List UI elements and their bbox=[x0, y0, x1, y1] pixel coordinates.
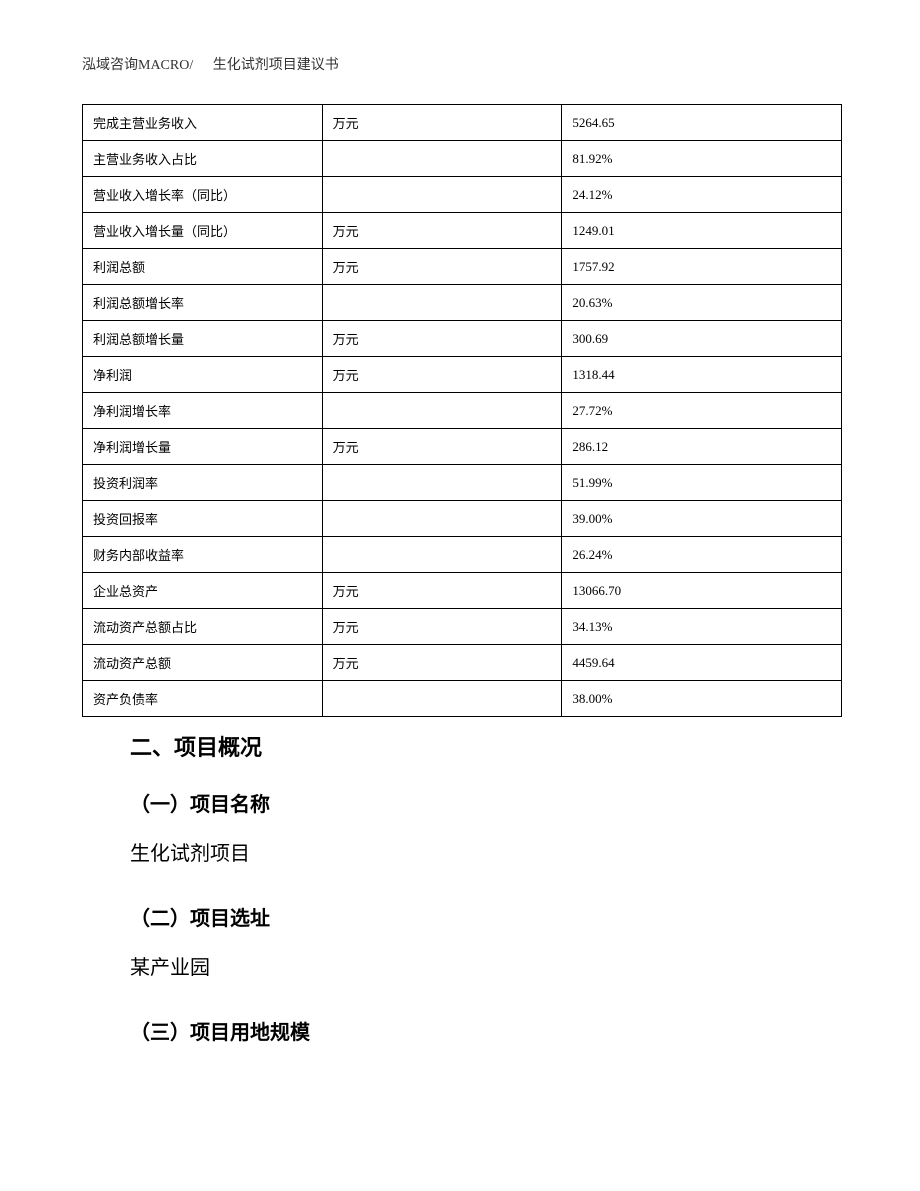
table-cell-label: 主营业务收入占比 bbox=[83, 141, 323, 177]
table-cell-value: 286.12 bbox=[562, 429, 842, 465]
table-cell-label: 投资利润率 bbox=[83, 465, 323, 501]
table-cell-label: 营业收入增长量（同比） bbox=[83, 213, 323, 249]
table-row: 投资回报率 39.00% bbox=[83, 501, 842, 537]
table-row: 净利润 万元 1318.44 bbox=[83, 357, 842, 393]
table-cell-value: 20.63% bbox=[562, 285, 842, 321]
header-company: 泓域咨询 bbox=[82, 58, 138, 73]
table-row: 财务内部收益率 26.24% bbox=[83, 537, 842, 573]
table-cell-unit: 万元 bbox=[322, 429, 562, 465]
table-cell-value: 34.13% bbox=[562, 609, 842, 645]
body-text-1: 生化试剂项目 bbox=[130, 837, 810, 866]
header-separator bbox=[201, 58, 205, 73]
subsection-heading-3: （三）项目用地规模 bbox=[130, 1016, 810, 1045]
subsection-heading-2: （二）项目选址 bbox=[130, 902, 810, 931]
table-cell-value: 13066.70 bbox=[562, 573, 842, 609]
table-cell-unit: 万元 bbox=[322, 213, 562, 249]
table-cell-label: 净利润增长量 bbox=[83, 429, 323, 465]
table-cell-value: 4459.64 bbox=[562, 645, 842, 681]
table-row: 资产负债率 38.00% bbox=[83, 681, 842, 717]
header-doc-title: 生化试剂项目建议书 bbox=[213, 58, 339, 73]
table-cell-value: 26.24% bbox=[562, 537, 842, 573]
table-cell-label: 资产负债率 bbox=[83, 681, 323, 717]
table-cell-unit bbox=[322, 393, 562, 429]
table-cell-unit bbox=[322, 285, 562, 321]
table-row: 利润总额增长率 20.63% bbox=[83, 285, 842, 321]
table-row: 流动资产总额 万元 4459.64 bbox=[83, 645, 842, 681]
table-cell-unit bbox=[322, 501, 562, 537]
table-cell-unit bbox=[322, 465, 562, 501]
table-cell-value: 81.92% bbox=[562, 141, 842, 177]
table-cell-label: 财务内部收益率 bbox=[83, 537, 323, 573]
table-row: 净利润增长量 万元 286.12 bbox=[83, 429, 842, 465]
table-cell-label: 利润总额 bbox=[83, 249, 323, 285]
table-cell-unit: 万元 bbox=[322, 321, 562, 357]
table-cell-label: 利润总额增长率 bbox=[83, 285, 323, 321]
table-cell-value: 27.72% bbox=[562, 393, 842, 429]
table-body: 完成主营业务收入 万元 5264.65 主营业务收入占比 81.92% 营业收入… bbox=[83, 105, 842, 717]
table-cell-unit bbox=[322, 681, 562, 717]
table-row: 净利润增长率 27.72% bbox=[83, 393, 842, 429]
document-content: 二、项目概况 （一）项目名称 生化试剂项目 （二）项目选址 某产业园 （三）项目… bbox=[130, 730, 810, 1065]
table-cell-label: 利润总额增长量 bbox=[83, 321, 323, 357]
table-cell-label: 净利润 bbox=[83, 357, 323, 393]
table-cell-unit: 万元 bbox=[322, 357, 562, 393]
table-row: 流动资产总额占比 万元 34.13% bbox=[83, 609, 842, 645]
table-cell-label: 企业总资产 bbox=[83, 573, 323, 609]
table-cell-value: 38.00% bbox=[562, 681, 842, 717]
section-heading: 二、项目概况 bbox=[130, 730, 810, 762]
table-cell-label: 完成主营业务收入 bbox=[83, 105, 323, 141]
header-macro: MACRO/ bbox=[138, 58, 193, 73]
table-row: 投资利润率 51.99% bbox=[83, 465, 842, 501]
table-cell-unit: 万元 bbox=[322, 249, 562, 285]
table-cell-unit: 万元 bbox=[322, 105, 562, 141]
table-cell-label: 投资回报率 bbox=[83, 501, 323, 537]
page-header: 泓域咨询MACRO/ 生化试剂项目建议书 bbox=[82, 54, 339, 74]
table-cell-label: 流动资产总额占比 bbox=[83, 609, 323, 645]
table-cell-label: 流动资产总额 bbox=[83, 645, 323, 681]
table-row: 利润总额增长量 万元 300.69 bbox=[83, 321, 842, 357]
table-row: 完成主营业务收入 万元 5264.65 bbox=[83, 105, 842, 141]
table-cell-value: 51.99% bbox=[562, 465, 842, 501]
table-cell-unit bbox=[322, 537, 562, 573]
table-row: 利润总额 万元 1757.92 bbox=[83, 249, 842, 285]
table-cell-unit bbox=[322, 141, 562, 177]
table-cell-value: 1249.01 bbox=[562, 213, 842, 249]
table-cell-unit bbox=[322, 177, 562, 213]
table-cell-unit: 万元 bbox=[322, 645, 562, 681]
table-row: 营业收入增长量（同比） 万元 1249.01 bbox=[83, 213, 842, 249]
table-cell-unit: 万元 bbox=[322, 573, 562, 609]
financial-data-table: 完成主营业务收入 万元 5264.65 主营业务收入占比 81.92% 营业收入… bbox=[82, 104, 842, 717]
subsection-heading-1: （一）项目名称 bbox=[130, 788, 810, 817]
table-cell-value: 300.69 bbox=[562, 321, 842, 357]
table-cell-label: 营业收入增长率（同比） bbox=[83, 177, 323, 213]
table-row: 企业总资产 万元 13066.70 bbox=[83, 573, 842, 609]
table-row: 营业收入增长率（同比） 24.12% bbox=[83, 177, 842, 213]
table-row: 主营业务收入占比 81.92% bbox=[83, 141, 842, 177]
table-cell-value: 1757.92 bbox=[562, 249, 842, 285]
table-cell-value: 1318.44 bbox=[562, 357, 842, 393]
body-text-2: 某产业园 bbox=[130, 951, 810, 980]
table-cell-value: 24.12% bbox=[562, 177, 842, 213]
table-cell-unit: 万元 bbox=[322, 609, 562, 645]
table-cell-label: 净利润增长率 bbox=[83, 393, 323, 429]
table-cell-value: 39.00% bbox=[562, 501, 842, 537]
table-cell-value: 5264.65 bbox=[562, 105, 842, 141]
